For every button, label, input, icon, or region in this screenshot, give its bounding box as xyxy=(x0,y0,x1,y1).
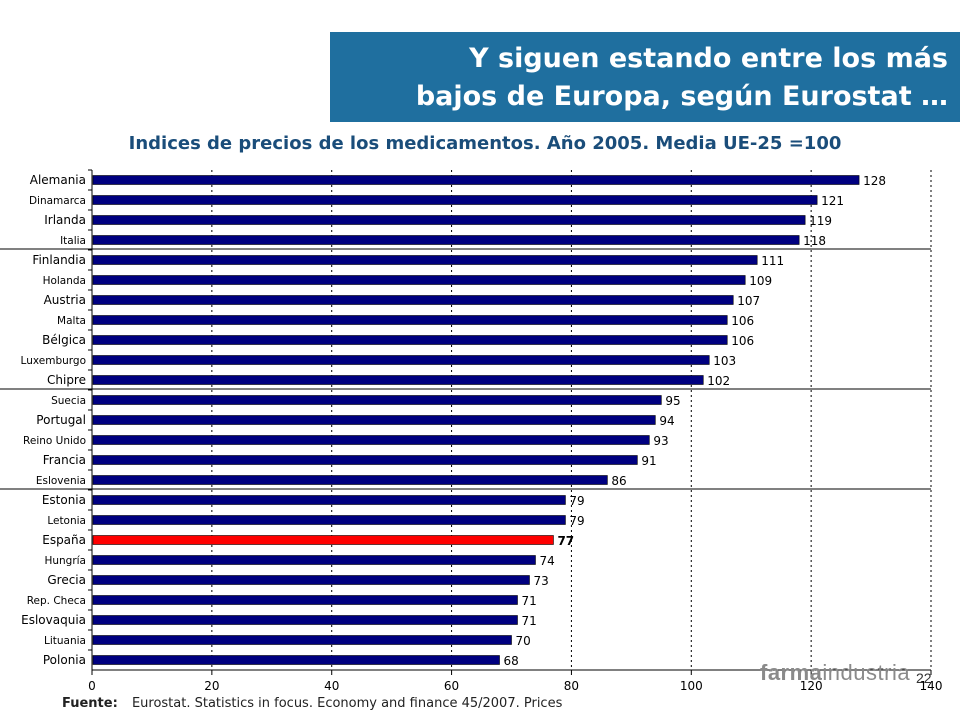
category-label: Dinamarca xyxy=(29,195,86,207)
category-label: Rep. Checa xyxy=(27,595,86,607)
data-label: 102 xyxy=(707,374,730,388)
bar xyxy=(92,455,638,465)
data-label: 128 xyxy=(863,174,886,188)
bar xyxy=(92,555,536,565)
bar xyxy=(92,615,518,625)
x-tick-label: 80 xyxy=(564,679,579,693)
data-label: 74 xyxy=(539,554,554,568)
source-note: Fuente: Eurostat. Statistics in focus. E… xyxy=(62,696,562,711)
bar xyxy=(92,435,650,445)
x-tick-label: 100 xyxy=(680,679,703,693)
bar xyxy=(92,175,860,185)
data-label: 73 xyxy=(533,574,548,588)
data-label: 79 xyxy=(569,514,584,528)
bar xyxy=(92,315,728,325)
data-label: 94 xyxy=(659,414,674,428)
category-label: Luxemburgo xyxy=(21,355,86,367)
category-label: Malta xyxy=(57,315,86,327)
category-label: Eslovaquia xyxy=(21,613,86,627)
x-tick-label: 0 xyxy=(88,679,96,693)
data-label: 79 xyxy=(569,494,584,508)
bar xyxy=(92,255,758,265)
category-label: Eslovenia xyxy=(36,475,86,487)
data-label: 121 xyxy=(821,194,844,208)
category-label: España xyxy=(42,533,86,547)
bar xyxy=(92,415,656,425)
category-label: Hungría xyxy=(44,555,86,567)
data-label: 77 xyxy=(557,534,574,548)
bar xyxy=(92,275,746,285)
category-label: Irlanda xyxy=(44,213,86,227)
source-text: Eurostat. Statistics in focus. Economy a… xyxy=(131,696,563,711)
slide-title-line-1: Y siguen estando entre los más xyxy=(469,43,948,74)
category-label: Estonia xyxy=(42,493,86,507)
x-tick-label: 120 xyxy=(800,679,823,693)
bar xyxy=(92,475,608,485)
x-tick-label: 140 xyxy=(920,679,943,693)
data-label: 118 xyxy=(803,234,826,248)
category-label: Lituania xyxy=(44,635,86,647)
data-label: 68 xyxy=(504,654,519,668)
bar xyxy=(92,655,500,665)
data-label: 119 xyxy=(809,214,832,228)
bar xyxy=(92,295,734,305)
data-label: 93 xyxy=(653,434,668,448)
bar xyxy=(92,195,818,205)
category-label: Finlandia xyxy=(32,253,86,267)
source-label: Fuente: xyxy=(62,696,118,711)
bar-chart: 0 20 40 60 80 100 120 140 Alemania 128 Dinamarca 12… xyxy=(0,169,943,693)
data-label: 107 xyxy=(737,294,760,308)
slide-title-line-2: bajos de Europa, según Eurostat … xyxy=(415,81,948,112)
data-label: 111 xyxy=(761,254,784,268)
bar xyxy=(92,355,710,365)
category-label: Polonia xyxy=(43,653,86,667)
page-number: 22 xyxy=(916,670,932,686)
category-label: Reino Unido xyxy=(23,435,86,447)
farmaindustria-logo: farmaindustria xyxy=(760,660,910,686)
slide-title: Y siguen estando entre los más bajos de … xyxy=(330,32,960,122)
bar xyxy=(92,335,728,345)
bar xyxy=(92,235,800,245)
data-label: 106 xyxy=(731,334,754,348)
bar xyxy=(92,575,530,585)
bar xyxy=(92,215,806,225)
logo-part-2: industria xyxy=(822,660,911,685)
data-label: 70 xyxy=(516,634,531,648)
bar xyxy=(92,395,662,405)
category-label: Grecia xyxy=(47,573,86,587)
category-label: Alemania xyxy=(30,173,86,187)
data-label: 103 xyxy=(713,354,736,368)
category-label: Francia xyxy=(43,453,86,467)
bar xyxy=(92,635,512,645)
data-label: 106 xyxy=(731,314,754,328)
x-tick-label: 60 xyxy=(444,679,459,693)
data-label: 71 xyxy=(521,614,536,628)
category-label: Holanda xyxy=(43,275,86,287)
bar xyxy=(92,595,518,605)
bar xyxy=(92,375,704,385)
bar xyxy=(92,495,566,505)
logo-part-1: farma xyxy=(760,660,823,685)
category-label: Bélgica xyxy=(42,333,86,347)
category-label: Portugal xyxy=(36,413,86,427)
category-label: Austria xyxy=(44,293,86,307)
data-label: 91 xyxy=(641,454,656,468)
data-label: 95 xyxy=(665,394,680,408)
category-label: Letonia xyxy=(47,515,86,527)
bar xyxy=(92,535,554,545)
data-label: 71 xyxy=(521,594,536,608)
x-tick-label: 40 xyxy=(324,679,339,693)
category-label: Italia xyxy=(60,235,86,247)
category-label: Chipre xyxy=(47,373,86,387)
data-label: 86 xyxy=(611,474,626,488)
bar xyxy=(92,515,566,525)
x-tick-label: 20 xyxy=(204,679,219,693)
data-label: 109 xyxy=(749,274,772,288)
chart-title: Indices de precios de los medicamentos. … xyxy=(128,133,842,154)
category-label: Suecia xyxy=(51,395,86,407)
